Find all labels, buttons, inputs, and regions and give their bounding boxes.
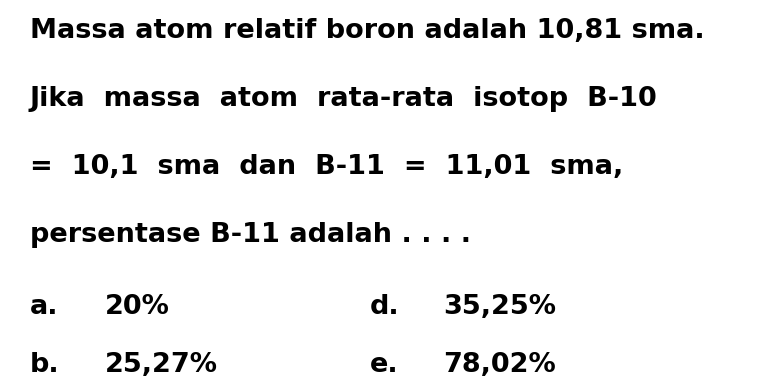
Text: 35,25%: 35,25% xyxy=(443,294,556,320)
Text: b.: b. xyxy=(30,352,59,378)
Text: Jika  massa  atom  rata-rata  isotop  B-10: Jika massa atom rata-rata isotop B-10 xyxy=(30,86,658,112)
Text: a.: a. xyxy=(30,294,59,320)
Text: 25,27%: 25,27% xyxy=(105,352,218,378)
Text: 78,02%: 78,02% xyxy=(443,352,556,378)
Text: Massa atom relatif boron adalah 10,81 sma.: Massa atom relatif boron adalah 10,81 sm… xyxy=(30,18,704,44)
Text: e.: e. xyxy=(370,352,398,378)
Text: d.: d. xyxy=(370,294,400,320)
Text: persentase B-11 adalah . . . .: persentase B-11 adalah . . . . xyxy=(30,222,471,248)
Text: 20%: 20% xyxy=(105,294,170,320)
Text: =  10,1  sma  dan  B-11  =  11,01  sma,: = 10,1 sma dan B-11 = 11,01 sma, xyxy=(30,154,623,180)
